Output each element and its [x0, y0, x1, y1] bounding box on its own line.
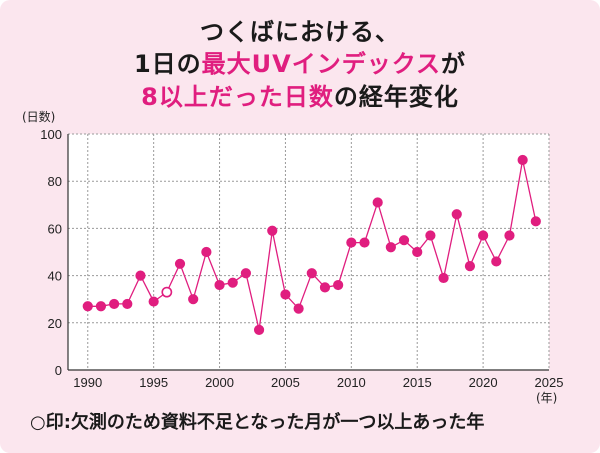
chart-title-line2: 1日の最大UVインデックスが — [0, 44, 600, 79]
data-point — [451, 209, 462, 220]
data-point — [517, 154, 528, 166]
y-tick-label: 100 — [40, 127, 62, 142]
data-point — [82, 301, 93, 312]
data-point — [306, 268, 317, 279]
data-point — [438, 272, 449, 284]
x-tick-label: 2025 — [535, 375, 564, 390]
x-tick-label: 1995 — [139, 375, 168, 390]
title-line3-post: の経年変化 — [333, 83, 459, 111]
y-tick-label: 80 — [48, 174, 62, 189]
data-point — [214, 279, 225, 291]
data-point — [478, 230, 489, 241]
y-tick-label: 20 — [48, 316, 62, 331]
data-point — [398, 235, 410, 246]
data-point — [148, 296, 159, 307]
data-point — [412, 246, 423, 258]
chart-title-line1: つくばにおける、 — [200, 18, 400, 46]
data-point — [425, 230, 436, 241]
x-tick-label: 2000 — [205, 375, 234, 390]
data-point-hollow — [161, 286, 173, 298]
x-tick-label: 2020 — [469, 375, 498, 390]
data-point — [174, 258, 186, 269]
data-point — [240, 268, 252, 279]
data-point — [109, 298, 120, 310]
x-tick-label: 2005 — [271, 375, 300, 390]
data-point — [188, 294, 199, 305]
plot-area — [68, 134, 549, 370]
data-point — [464, 261, 476, 272]
data-point — [372, 197, 383, 208]
x-tick-label: 1990 — [73, 375, 102, 390]
data-point — [530, 216, 541, 227]
y-axis-label: (日数) — [22, 109, 55, 124]
footnote: ○印:欠測のため資料不足となった月が一つ以上あった年 — [30, 412, 485, 433]
y-tick-label: 0 — [55, 363, 62, 378]
chart-title-line3: 8以上だった日数の経年変化 — [0, 77, 600, 112]
title-line3-highlight: 8以上だった日数 — [141, 83, 334, 111]
data-point — [504, 230, 515, 241]
data-point — [346, 237, 357, 248]
data-point — [293, 303, 304, 314]
data-point — [333, 279, 344, 291]
y-tick-label: 40 — [48, 269, 62, 284]
data-point — [267, 225, 278, 236]
title-line2-highlight: 最大UVインデックス — [201, 50, 442, 78]
x-tick-label: 2010 — [337, 375, 366, 390]
data-point — [95, 301, 107, 312]
x-axis-label: (年) — [536, 391, 557, 405]
data-point — [253, 324, 265, 335]
data-point — [319, 282, 331, 293]
y-tick-label: 60 — [48, 221, 62, 236]
data-point — [135, 270, 146, 281]
title-line2-pre: 1日の — [133, 50, 202, 78]
title-line2-post: が — [441, 50, 467, 78]
data-point — [280, 289, 291, 300]
data-point — [122, 298, 133, 310]
x-tick-label: 2015 — [403, 375, 432, 390]
data-point — [227, 277, 238, 288]
data-point — [201, 246, 212, 258]
data-point — [385, 242, 396, 253]
data-point — [491, 256, 502, 267]
data-point — [359, 237, 370, 248]
